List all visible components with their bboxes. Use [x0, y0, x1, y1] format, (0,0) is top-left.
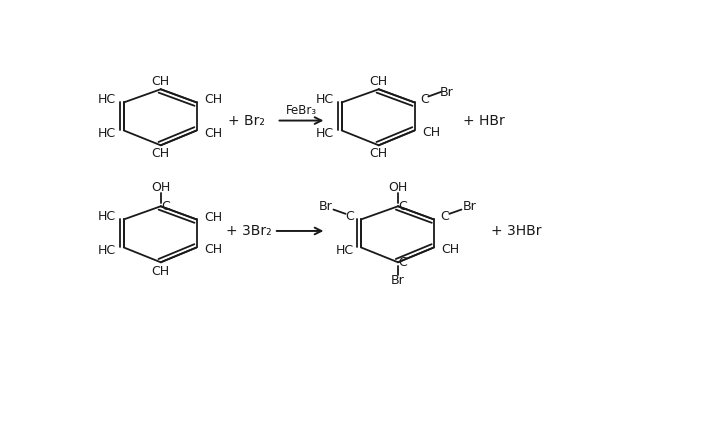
Text: + 3HBr: + 3HBr — [491, 224, 542, 238]
Text: HC: HC — [98, 93, 116, 106]
Text: HC: HC — [316, 127, 334, 140]
Text: CH: CH — [370, 74, 388, 87]
Text: HC: HC — [98, 210, 116, 223]
Text: C: C — [398, 256, 407, 269]
Text: C: C — [441, 210, 449, 223]
Text: Br: Br — [440, 86, 454, 99]
Text: CH: CH — [152, 74, 169, 87]
Text: CH: CH — [152, 265, 169, 278]
Text: C: C — [398, 200, 407, 213]
Text: CH: CH — [204, 93, 222, 106]
Text: FeBr₃: FeBr₃ — [286, 104, 317, 117]
Text: OH: OH — [151, 181, 170, 193]
Text: CH: CH — [204, 127, 222, 140]
Text: + Br₂: + Br₂ — [228, 113, 265, 128]
Text: Br: Br — [463, 200, 476, 214]
Text: + HBr: + HBr — [463, 113, 504, 128]
Text: CH: CH — [441, 243, 459, 256]
Text: Br: Br — [391, 274, 405, 287]
Text: + 3Br₂: + 3Br₂ — [226, 224, 272, 238]
Text: OH: OH — [388, 181, 408, 193]
Text: HC: HC — [98, 127, 116, 140]
Text: HC: HC — [335, 244, 354, 256]
Text: CH: CH — [422, 125, 440, 139]
Text: HC: HC — [98, 244, 116, 256]
Text: Br: Br — [318, 200, 332, 214]
Text: C: C — [420, 92, 429, 106]
Text: HC: HC — [316, 93, 334, 106]
Text: C: C — [345, 210, 355, 223]
Text: C: C — [161, 200, 169, 213]
Text: CH: CH — [370, 147, 388, 160]
Text: CH: CH — [204, 211, 222, 224]
Text: CH: CH — [204, 243, 222, 256]
Text: CH: CH — [152, 147, 169, 160]
